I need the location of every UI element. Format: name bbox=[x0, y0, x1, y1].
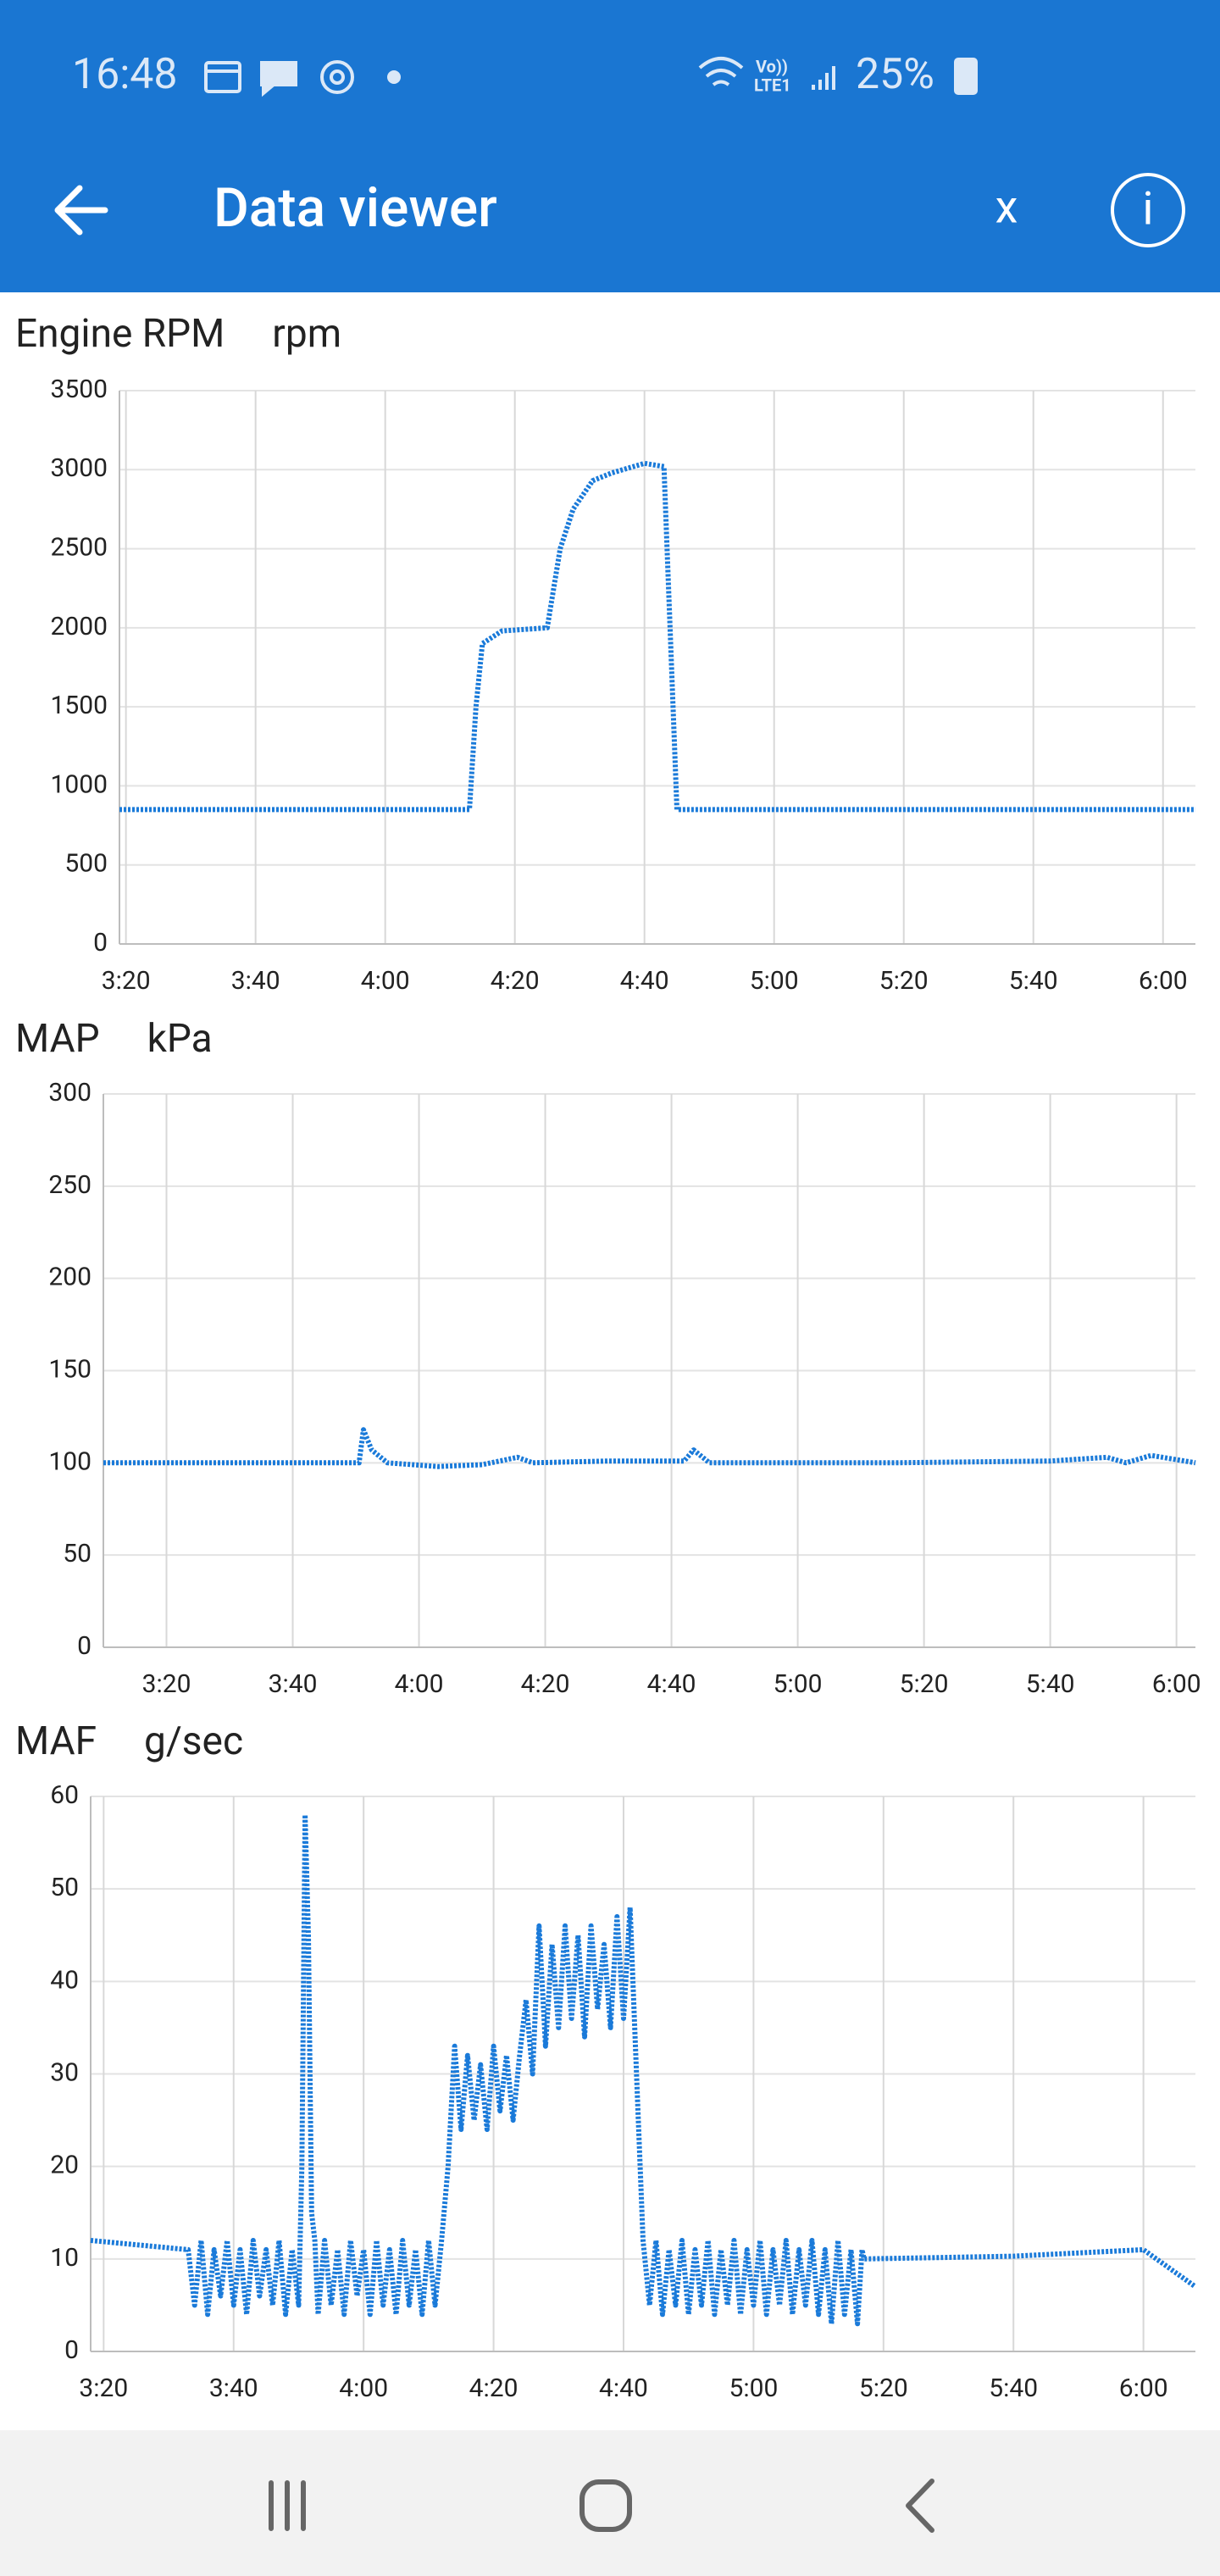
nav-bar bbox=[0, 2430, 1220, 2576]
chart-unit: rpm bbox=[272, 311, 341, 357]
x-tick-label: 4:40 bbox=[599, 2373, 648, 2403]
y-tick-label: 2000 bbox=[51, 612, 108, 641]
x-tick-label: 5:40 bbox=[1026, 1669, 1075, 1699]
y-tick-label: 50 bbox=[50, 1873, 79, 1902]
y-tick-label: 40 bbox=[50, 1965, 79, 1995]
x-tick-label: 4:20 bbox=[491, 966, 540, 996]
status-volte: Vo)) bbox=[756, 56, 788, 76]
y-tick-label: 0 bbox=[64, 2335, 79, 2365]
status-time: 16:48 bbox=[72, 50, 178, 99]
y-tick-label: 50 bbox=[63, 1539, 92, 1568]
chart-unit: kPa bbox=[147, 1016, 213, 1062]
y-tick-label: 30 bbox=[50, 2057, 79, 2087]
x-tick-label: 6:00 bbox=[1119, 2373, 1168, 2403]
x-tick-label: 5:00 bbox=[750, 966, 799, 996]
y-tick-label: 100 bbox=[48, 1446, 92, 1476]
x-tick-label: 3:20 bbox=[102, 966, 151, 996]
home-button[interactable] bbox=[580, 2479, 632, 2532]
y-tick-label: 250 bbox=[48, 1170, 92, 1200]
back-button[interactable] bbox=[54, 185, 108, 236]
chart-unit: g/sec bbox=[144, 1718, 243, 1764]
x-tick-label: 4:00 bbox=[361, 966, 410, 996]
y-tick-label: 20 bbox=[50, 2151, 79, 2180]
y-tick-label: 1000 bbox=[51, 769, 108, 799]
x-tick-label: 4:20 bbox=[469, 2373, 518, 2403]
y-tick-label: 300 bbox=[48, 1078, 92, 1108]
x-tick-label: 5:40 bbox=[989, 2373, 1038, 2403]
x-tick-label: 3:40 bbox=[269, 1669, 318, 1699]
y-tick-label: 500 bbox=[64, 849, 108, 879]
app-bar-background bbox=[0, 0, 1220, 292]
x-tick-label: 6:00 bbox=[1139, 966, 1188, 996]
data-line bbox=[90, 1812, 1197, 2327]
status-battery: 25% bbox=[856, 50, 934, 99]
app-title: Data viewer bbox=[214, 176, 497, 240]
y-tick-label: 200 bbox=[48, 1263, 92, 1292]
x-tick-label: 4:00 bbox=[395, 1669, 444, 1699]
chart-title: MAP bbox=[15, 1016, 100, 1062]
x-tick-label: 3:20 bbox=[142, 1669, 191, 1699]
y-tick-label: 10 bbox=[50, 2243, 79, 2273]
y-tick-label: 1500 bbox=[51, 691, 108, 720]
x-tick-label: 5:00 bbox=[774, 1669, 823, 1699]
recent-apps-button[interactable] bbox=[269, 2480, 306, 2531]
y-tick-label: 3500 bbox=[51, 375, 108, 404]
x-tick-label: 5:20 bbox=[859, 2373, 908, 2403]
nav-back-button[interactable] bbox=[906, 2479, 934, 2533]
x-tick-label: 4:20 bbox=[521, 1669, 570, 1699]
status-icons bbox=[204, 57, 978, 97]
x-tick-label: 5:40 bbox=[1009, 966, 1058, 996]
y-tick-label: 2500 bbox=[51, 532, 108, 562]
x-tick-label: 4:40 bbox=[620, 966, 669, 996]
x-tick-label: 5:20 bbox=[900, 1669, 949, 1699]
y-tick-label: 3000 bbox=[51, 453, 108, 483]
x-tick-label: 5:00 bbox=[729, 2373, 778, 2403]
data-line bbox=[119, 460, 1195, 813]
status-network: LTE1 bbox=[754, 75, 791, 95]
y-tick-label: 0 bbox=[77, 1631, 92, 1661]
x-tick-label: 3:20 bbox=[79, 2373, 128, 2403]
y-tick-label: 60 bbox=[50, 1780, 79, 1810]
y-tick-label: 0 bbox=[93, 928, 108, 958]
info-button[interactable] bbox=[1111, 173, 1185, 247]
data-line bbox=[103, 1427, 1196, 1469]
x-tick-label: 4:00 bbox=[339, 2373, 388, 2403]
x-tick-label: 5:20 bbox=[879, 966, 929, 996]
x-tick-label: 6:00 bbox=[1152, 1669, 1201, 1699]
info-label: i bbox=[1142, 182, 1153, 236]
x-tick-label: 3:40 bbox=[231, 966, 280, 996]
y-tick-label: 150 bbox=[48, 1354, 92, 1384]
x-tick-label: 3:40 bbox=[209, 2373, 258, 2403]
x-tick-label: 4:40 bbox=[647, 1669, 696, 1699]
close-button[interactable]: x bbox=[995, 180, 1018, 234]
chart-title: Engine RPM bbox=[15, 311, 225, 357]
chart-title: MAF bbox=[15, 1718, 97, 1764]
